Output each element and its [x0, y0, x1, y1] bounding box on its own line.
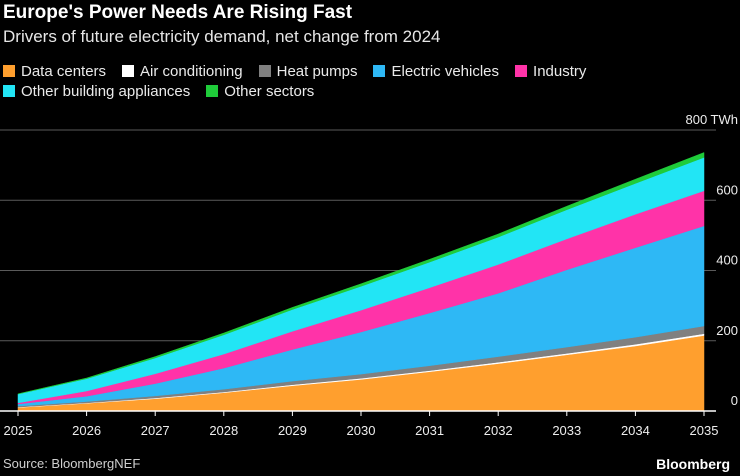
legend-label: Air conditioning — [140, 62, 243, 80]
y-tick-label: 400 — [716, 253, 738, 268]
legend-item-data-centers: Data centers — [3, 61, 106, 81]
legend-item-heat-pumps: Heat pumps — [258, 61, 358, 81]
legend-swatch — [515, 65, 528, 77]
legend-swatch — [373, 65, 386, 77]
x-tick-label: 2035 — [690, 423, 719, 438]
chart-title: Europe's Power Needs Are Rising Fast — [3, 2, 353, 23]
source-note: Source: BloombergNEF — [3, 456, 141, 471]
legend-label: Industry — [533, 62, 587, 80]
x-tick-label: 2028 — [209, 423, 238, 438]
y-tick-label: 600 — [716, 182, 738, 197]
legend-swatch — [206, 85, 219, 97]
x-tick-label: 2026 — [72, 423, 101, 438]
legend-item-electric-vehicles: Electric vehicles — [373, 61, 499, 81]
area-other-sectors — [17, 152, 705, 395]
y-tick-label: 800 TWh — [685, 112, 738, 127]
x-tick-label: 2034 — [621, 423, 650, 438]
legend-label: Other building appliances — [21, 82, 191, 100]
legend-label: Other sectors — [224, 82, 315, 100]
legend-item-other-building-appliances: Other building appliances — [3, 81, 190, 101]
x-tick-label: 2027 — [141, 423, 170, 438]
chart-subtitle: Drivers of future electricity demand, ne… — [3, 27, 441, 46]
legend-swatch — [122, 65, 135, 77]
legend-row: Data centers Air conditioning Heat pumps El… — [3, 61, 723, 101]
x-tick-label: 2033 — [552, 423, 581, 438]
x-tick-label: 2031 — [415, 423, 444, 438]
legend-item-air-conditioning: Air conditioning — [122, 61, 243, 81]
x-tick-label: 2032 — [484, 423, 513, 438]
legend-swatch — [3, 85, 15, 97]
legend-label: Electric vehicles — [391, 62, 500, 80]
legend-item-industry: Industry — [515, 61, 586, 81]
legend-swatch — [3, 65, 15, 77]
legend-item-other-sectors: Other sectors — [206, 81, 314, 101]
y-tick-label: 200 — [716, 323, 738, 338]
y-tick-label: 0 — [731, 393, 738, 408]
x-tick-label: 2025 — [4, 423, 33, 438]
x-tick-label: 2029 — [278, 423, 307, 438]
legend-label: Heat pumps — [276, 62, 358, 80]
legend-label: Data centers — [21, 62, 107, 80]
bloomberg-logo: Bloomberg — [656, 456, 730, 472]
chart-legend: Data centers Air conditioning Heat pumps El… — [3, 61, 723, 101]
legend-swatch — [258, 65, 271, 77]
x-tick-label: 2030 — [347, 423, 376, 438]
